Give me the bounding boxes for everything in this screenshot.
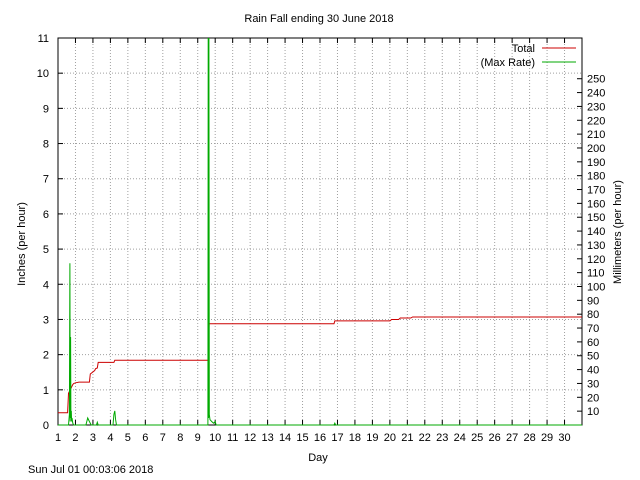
y-tick-label-right: 90 (587, 295, 599, 307)
x-tick-label: 30 (558, 432, 570, 444)
x-tick-label: 23 (436, 432, 448, 444)
x-tick-label: 25 (471, 432, 483, 444)
x-tick-label: 17 (331, 432, 343, 444)
x-tick-label: 14 (279, 432, 291, 444)
grid (57, 37, 582, 426)
y-tick-label-right: 20 (587, 392, 599, 404)
x-tick-label: 5 (125, 432, 131, 444)
chart-title: Rain Fall ending 30 June 2018 (244, 13, 393, 25)
y-tick-label-right: 190 (587, 157, 605, 169)
x-tick-label: 20 (384, 432, 396, 444)
y-tick-label-right: 50 (587, 351, 599, 363)
x-tick-label: 15 (296, 432, 308, 444)
y-axis-label-left: Inches (per hour) (16, 202, 28, 286)
y-tick-label-right: 110 (587, 268, 605, 280)
y-tick-label-left: 8 (43, 139, 49, 151)
series-line-max-rate (58, 37, 582, 426)
y-tick-label-left: 2 (43, 350, 49, 362)
x-tick-label: 2 (72, 432, 78, 444)
y-tick-label-left: 11 (38, 33, 49, 45)
x-tick-label: 1 (55, 432, 61, 444)
x-tick-label: 18 (349, 432, 361, 444)
plot-frame (57, 37, 583, 426)
x-tick-label: 11 (227, 432, 238, 444)
series-line-total (58, 316, 582, 414)
x-tick-label: 26 (489, 432, 501, 444)
x-tick-label: 28 (523, 432, 535, 444)
y-tick-label-left: 0 (43, 420, 49, 432)
x-tick-label: 4 (107, 432, 113, 444)
x-tick-label: 12 (244, 432, 256, 444)
x-tick-label: 10 (209, 432, 221, 444)
y-axis-label-right: Millimeters (per hour) (612, 180, 624, 284)
x-tick-label: 7 (160, 432, 166, 444)
x-tick-label: 6 (142, 432, 148, 444)
y-tick-label-right: 240 (587, 88, 605, 100)
legend-label: (Max Rate) (481, 57, 535, 69)
y-tick-label-right: 10 (587, 406, 599, 418)
x-tick-label: 3 (90, 432, 96, 444)
y-tick-label-right: 160 (587, 198, 605, 210)
x-tick-label: 24 (454, 432, 466, 444)
legend-label: Total (512, 43, 535, 55)
y-tick-label-right: 250 (587, 74, 605, 86)
y-tick-label-right: 140 (587, 226, 605, 238)
x-tick-label: 13 (261, 432, 273, 444)
x-tick-label: 27 (506, 432, 518, 444)
y-tick-label-left: 1 (43, 385, 49, 397)
y-tick-label-left: 7 (43, 174, 49, 186)
y-tick-label-left: 9 (43, 103, 49, 115)
timestamp-footer: Sun Jul 01 00:03:06 2018 (28, 464, 154, 476)
axes (57, 37, 583, 426)
y-tick-label-left: 10 (37, 68, 49, 80)
y-tick-label-right: 30 (587, 378, 599, 390)
series-lines (58, 37, 582, 426)
x-tick-label: 21 (401, 432, 413, 444)
x-tick-label: 22 (419, 432, 431, 444)
y-tick-label-right: 220 (587, 115, 605, 127)
x-axis-label: Day (308, 452, 328, 464)
tick-labels: 1 2 3 4 5 6 7 8 9 10 11 12 13 14 15 16 17 18 19 20 21 22 23 24 2… (37, 33, 606, 444)
y-tick-label-right: 210 (587, 129, 605, 141)
x-tick-label: 19 (366, 432, 378, 444)
y-tick-label-right: 150 (587, 212, 605, 224)
y-tick-label-left: 6 (43, 209, 49, 221)
x-tick-label: 29 (541, 432, 553, 444)
y-tick-label-right: 60 (587, 337, 599, 349)
y-tick-label-right: 120 (587, 254, 605, 266)
y-tick-label-left: 4 (43, 279, 49, 291)
y-tick-label-right: 230 (587, 101, 605, 113)
legend: Total (Max Rate) (481, 43, 576, 69)
y-tick-label-right: 70 (587, 323, 599, 335)
x-tick-label: 9 (195, 432, 201, 444)
y-tick-label-right: 130 (587, 240, 605, 252)
y-tick-label-right: 170 (587, 185, 605, 197)
y-tick-label-right: 40 (587, 365, 599, 377)
x-tick-label: 16 (314, 432, 326, 444)
x-tick-label: 8 (177, 432, 183, 444)
y-tick-label-left: 3 (43, 314, 49, 326)
y-tick-label-right: 180 (587, 171, 605, 183)
y-tick-label-right: 100 (587, 281, 605, 293)
y-tick-label-right: 80 (587, 309, 599, 321)
y-tick-label-right: 200 (587, 143, 605, 155)
y-tick-label-left: 5 (43, 244, 49, 256)
